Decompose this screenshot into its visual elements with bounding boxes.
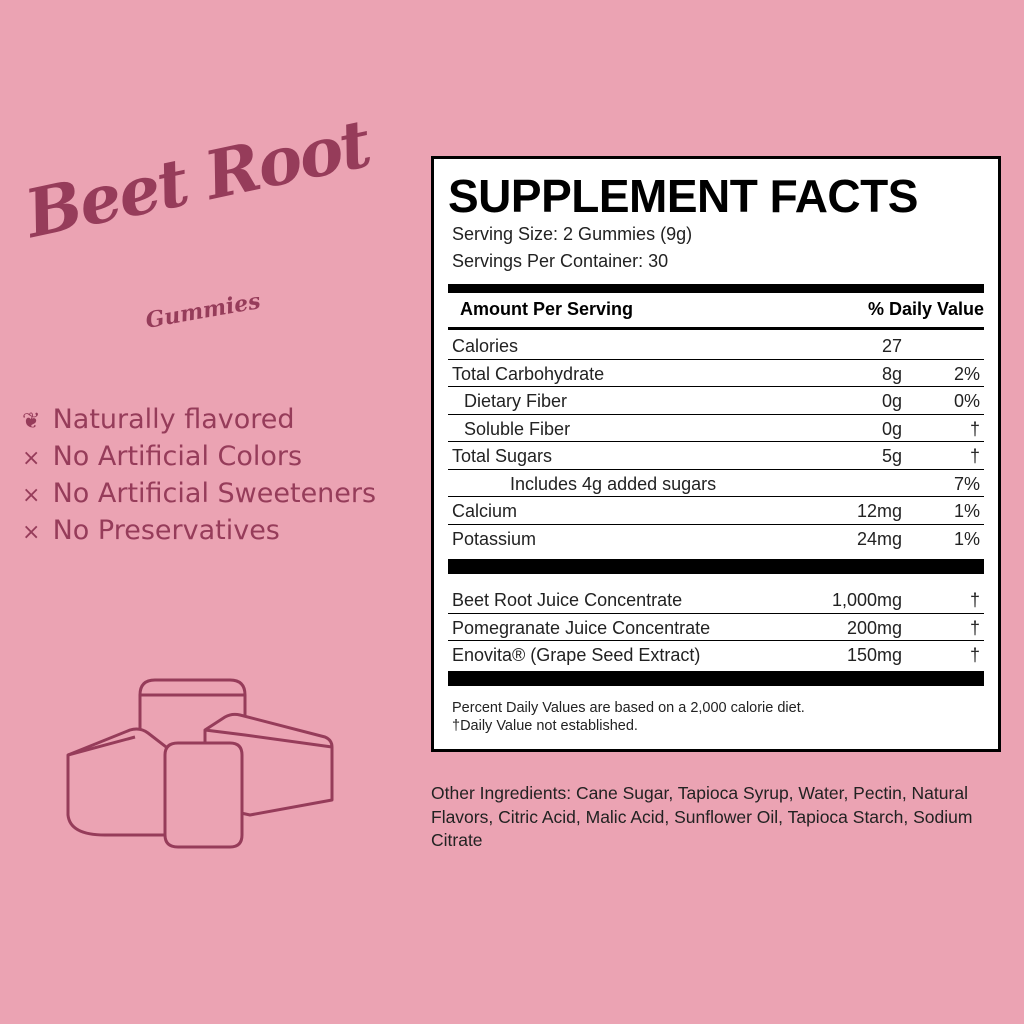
nutrient-amount: 150mg [846,645,902,665]
claim-item: × No Artificial Sweeteners [22,476,376,513]
facts-row: Soluble Fiber 0g † [448,415,984,442]
nutrient-amount: 12mg [856,501,902,521]
nutrient-name: Soluble Fiber [464,418,571,439]
nutrient-amount: 8g [881,363,902,384]
facts-row: Total Carbohydrate 8g 2% [448,360,984,387]
nutrient-name: Potassium [452,528,537,549]
brand-title: Beet Root [18,104,376,254]
nutrient-amount: 0g [881,391,902,411]
supplement-facts-panel: SUPPLEMENT FACTS Serving Size: 2 Gummies… [431,156,1001,752]
x-icon: × [22,446,41,471]
nutrient-dv: † [969,645,980,665]
nutrient-amount: 27 [881,336,902,356]
leaf-icon: ❦ [22,409,41,434]
divider [448,327,984,330]
nutrient-dv: † [969,418,980,439]
nutrient-dv: 1% [953,528,980,549]
nutrient-amount: 0g [881,418,902,439]
footnote-daily-values: Percent Daily Values are based on a 2,00… [452,700,805,716]
nutrient-dv: † [969,617,980,638]
serving-size: Serving Size: 2 Gummies (9g) [452,224,693,244]
claims-list: ❦ Naturally flavored × No Artificial Col… [22,402,376,550]
facts-row: Pomegranate Juice Concentrate 200mg † [448,614,984,641]
nutrient-name: Beet Root Juice Concentrate [452,590,683,610]
nutrient-name: Calories [452,336,519,356]
nutrient-dv: † [969,446,980,466]
nutrient-amount: 1,000mg [831,590,902,610]
facts-header: Amount Per Serving% Daily Value [460,299,984,319]
nutrient-name: Calcium [452,501,518,521]
facts-row: Includes 4g added sugars 7% [448,470,984,497]
nutrient-amount: 5g [881,446,902,466]
nutrient-dv: 0% [953,391,980,411]
claim-item: × No Artificial Colors [22,439,376,476]
brand-subtitle: Gummies [143,288,263,334]
facts-row: Potassium 24mg 1% [448,525,984,553]
nutrient-name: Enovita® (Grape Seed Extract) [452,645,701,665]
facts-row: Beet Root Juice Concentrate 1,000mg † [448,586,984,614]
facts-row: Calcium 12mg 1% [448,497,984,525]
nutrient-dv: 1% [953,501,980,521]
gummy-cubes-illustration [66,678,334,849]
x-icon: × [22,520,41,545]
servings-per-container: Servings Per Container: 30 [452,251,669,271]
nutrient-dv: † [969,590,980,610]
nutrient-name: Total Carbohydrate [452,363,605,384]
footnote-dagger: †Daily Value not established. [452,718,638,734]
divider [448,559,984,574]
divider [448,671,984,686]
other-ingredients: Other Ingredients: Cane Sugar, Tapioca S… [431,783,973,850]
facts-row: Enovita® (Grape Seed Extract) 150mg † [448,641,984,669]
facts-row: Calories 27 [448,332,984,360]
divider [448,284,984,293]
facts-row: Dietary Fiber 0g 0% [448,387,984,415]
nutrient-dv: 2% [953,363,980,384]
nutrient-name: Includes 4g added sugars [510,473,717,494]
nutrient-name: Total Sugars [452,446,553,466]
nutrient-dv: 7% [953,473,980,494]
facts-title: SUPPLEMENT FACTS [448,170,918,222]
x-icon: × [22,483,41,508]
nutrient-name: Pomegranate Juice Concentrate [452,617,711,638]
claim-item: × No Preservatives [22,513,376,550]
nutrient-amount: 200mg [846,617,902,638]
nutrient-name: Dietary Fiber [464,391,568,411]
facts-row: Total Sugars 5g † [448,442,984,470]
nutrient-amount: 24mg [856,528,902,549]
claim-item: ❦ Naturally flavored [22,402,376,439]
